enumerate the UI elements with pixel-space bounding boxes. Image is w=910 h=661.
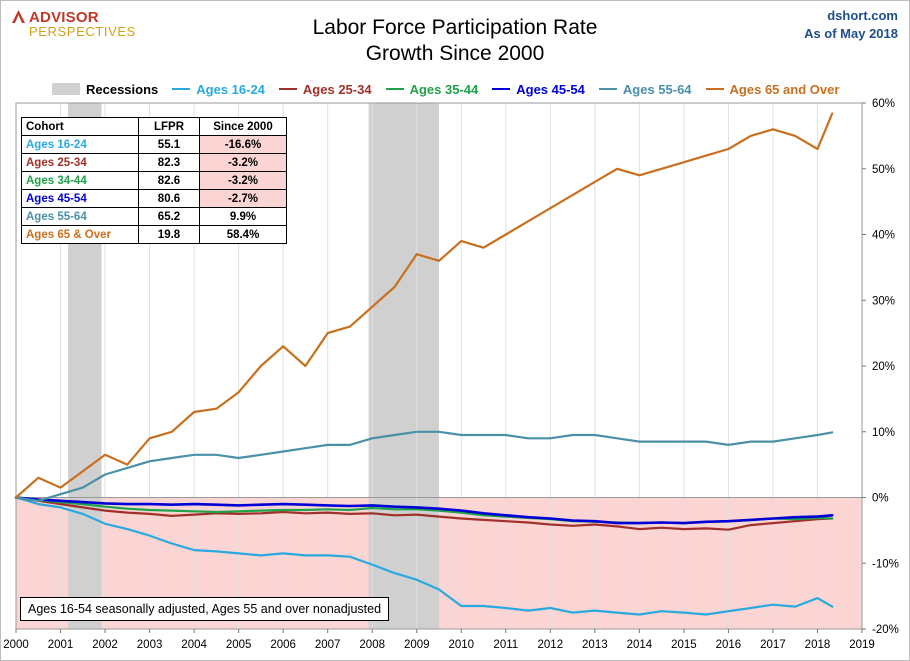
- legend-item-recessions: Recessions: [52, 82, 158, 97]
- x-tick-label: 2007: [315, 639, 341, 651]
- x-tick-label: 2002: [92, 639, 118, 651]
- x-tick-label: 2008: [359, 639, 385, 651]
- legend-swatch-ages-65-over: [705, 88, 724, 90]
- table-row: Ages 25-34 82.3 -3.2%: [21, 153, 287, 172]
- legend-swatch-ages-55-64: [598, 88, 617, 90]
- legend-item-ages-65-over: Ages 65 and Over: [705, 81, 840, 97]
- x-tick-label: 2003: [137, 639, 163, 651]
- x-tick-label: 2000: [3, 639, 29, 651]
- x-tick-label: 2004: [181, 639, 207, 651]
- row-since-2000: -16.6%: [199, 135, 287, 154]
- series-line-ages-55-64: [14, 430, 834, 502]
- row-lfpr: 80.6: [138, 189, 200, 208]
- legend: Recessions Ages 16-24 Ages 25-34 Ages 35…: [52, 80, 853, 98]
- table-row: Ages 45-54 80.6 -2.7%: [21, 189, 287, 208]
- series-line-ages-25-34: [14, 496, 834, 531]
- row-since-2000: -2.7%: [199, 189, 287, 208]
- legend-label-ages-45-54: Ages 45-54: [516, 81, 585, 97]
- row-lfpr: 55.1: [138, 135, 200, 154]
- y-tick-label: 40%: [872, 230, 895, 242]
- legend-item-ages-45-54: Ages 45-54: [492, 82, 585, 97]
- y-tick-label: 20%: [872, 361, 895, 373]
- source-site: dshort.com: [827, 8, 898, 23]
- x-tick-label: 2006: [270, 639, 296, 651]
- legend-swatch-ages-35-44: [385, 88, 404, 90]
- legend-swatch-recessions: [52, 83, 80, 95]
- x-tick-label: 2013: [582, 639, 608, 651]
- table-row: Ages 16-24 55.1 -16.6%: [21, 135, 287, 154]
- x-tick-label: 2014: [627, 639, 653, 651]
- legend-swatch-ages-45-54: [492, 88, 511, 90]
- x-tick-label: 2009: [404, 639, 430, 651]
- y-tick-label: -10%: [872, 558, 899, 570]
- y-tick-label: 0%: [872, 493, 889, 505]
- cohort-table-header: Cohort LFPR Since 2000: [21, 117, 287, 136]
- table-row: Ages 55-64 65.2 9.9%: [21, 207, 287, 226]
- header-cohort: Cohort: [21, 117, 139, 136]
- row-cohort: Ages 65 & Over: [21, 225, 139, 244]
- x-tick-label: 2015: [671, 639, 697, 651]
- x-tick-label: 2012: [538, 639, 564, 651]
- row-since-2000: 58.4%: [199, 225, 287, 244]
- legend-item-ages-25-34: Ages 25-34: [278, 81, 372, 97]
- x-tick-label: 2010: [448, 639, 474, 651]
- legend-label-recessions: Recessions: [86, 81, 159, 97]
- legend-label-ages-35-44: Ages 35-44: [409, 81, 479, 97]
- row-since-2000: -3.2%: [199, 171, 287, 190]
- row-lfpr: 82.3: [138, 153, 200, 172]
- table-row: Ages 34-44 82.6 -3.2%: [21, 171, 287, 190]
- y-tick-label: 10%: [872, 427, 895, 439]
- x-tick-label: 2019: [849, 639, 875, 651]
- x-tick-label: 2005: [226, 639, 252, 651]
- y-tick-label: 30%: [872, 295, 895, 307]
- legend-label-ages-25-34: Ages 25-34: [302, 81, 372, 97]
- x-tick-label: 2011: [493, 639, 518, 651]
- source-date: As of May 2018: [804, 26, 898, 41]
- row-since-2000: -3.2%: [199, 153, 287, 172]
- row-lfpr: 82.6: [138, 171, 200, 190]
- logo-mark-icon: [12, 10, 25, 23]
- row-lfpr: 19.8: [138, 225, 200, 244]
- cohort-table: Cohort LFPR Since 2000 Ages 16-24 55.1 -…: [21, 117, 287, 244]
- x-tick-label: 2016: [716, 639, 742, 651]
- chart-subtitle: Growth Since 2000: [365, 42, 545, 65]
- row-cohort: Ages 55-64: [21, 207, 139, 226]
- x-tick-label: 2017: [760, 639, 786, 651]
- legend-item-ages-16-24: Ages 16-24: [172, 82, 265, 97]
- y-tick-label: -20%: [872, 624, 899, 636]
- header-since-2000: Since 2000: [199, 117, 287, 136]
- legend-item-ages-55-64: Ages 55-64: [598, 81, 692, 97]
- header-lfpr: LFPR: [138, 117, 200, 136]
- recession-band-1: [368, 103, 439, 629]
- legend-label-ages-65-over: Ages 65 and Over: [729, 81, 840, 97]
- legend-swatch-ages-25-34: [278, 88, 297, 90]
- chart-title: Labor Force Participation Rate: [312, 16, 598, 39]
- series-line-ages-65-and-over: [14, 112, 834, 499]
- row-cohort: Ages 16-24: [21, 135, 139, 154]
- y-tick-label: 50%: [872, 164, 895, 176]
- series-line-ages-16-24: [14, 496, 834, 616]
- seasonal-adjustment-note: Ages 16-54 seasonally adjusted, Ages 55 …: [20, 597, 390, 621]
- legend-swatch-ages-16-24: [172, 88, 191, 90]
- table-row: Ages 65 & Over 19.8 58.4%: [21, 225, 287, 244]
- row-lfpr: 65.2: [138, 207, 200, 226]
- series-line-ages-45-54: [14, 496, 834, 525]
- row-cohort: Ages 25-34: [21, 153, 139, 172]
- brand-line2: PERSPECTIVES: [29, 24, 136, 39]
- x-tick-label: 2018: [805, 639, 831, 651]
- legend-label-ages-16-24: Ages 16-24: [196, 81, 265, 97]
- legend-item-ages-35-44: Ages 35-44: [385, 81, 479, 97]
- brand-line1: ADVISOR: [29, 9, 99, 26]
- row-cohort: Ages 34-44: [21, 171, 139, 190]
- x-tick-label: 2001: [48, 639, 74, 651]
- row-cohort: Ages 45-54: [21, 189, 139, 208]
- y-tick-label: 60%: [872, 98, 895, 110]
- legend-label-ages-55-64: Ages 55-64: [622, 81, 692, 97]
- row-since-2000: 9.9%: [199, 207, 287, 226]
